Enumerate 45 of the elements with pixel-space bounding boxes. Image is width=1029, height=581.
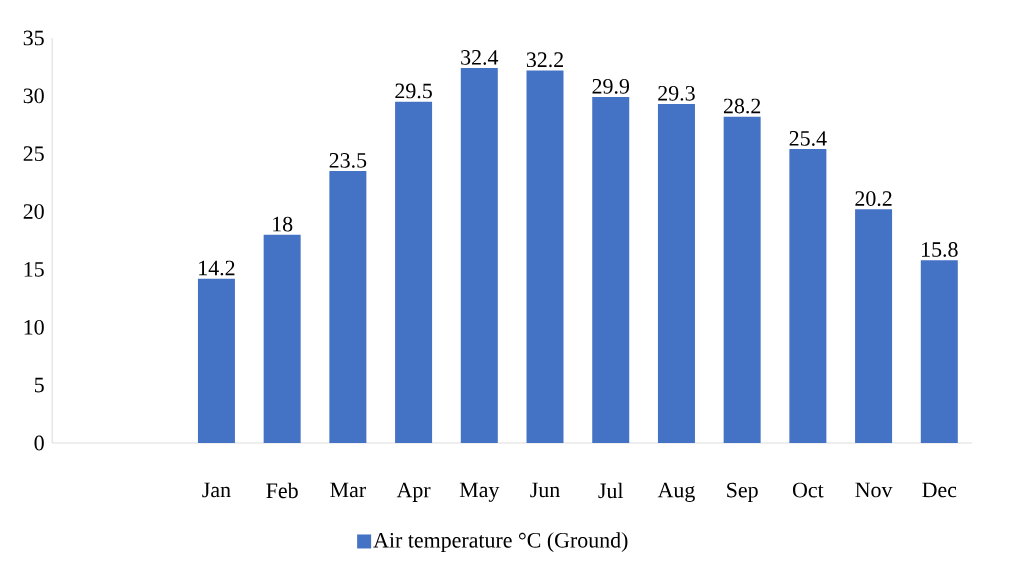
data-label: 29.9	[592, 78, 630, 94]
y-tick-label: 20	[23, 204, 44, 219]
bar	[526, 70, 564, 443]
x-tick-label: May	[459, 482, 500, 502]
y-tick-label: 10	[24, 319, 44, 335]
bar	[197, 278, 235, 443]
x-tick-label: Mar	[330, 482, 366, 498]
data-label: 29.3	[658, 85, 695, 101]
data-label: 18	[273, 216, 293, 232]
y-tick-label: 5	[34, 377, 44, 393]
x-tick-label: Oct	[792, 482, 824, 498]
data-label: 32.2	[526, 52, 563, 68]
bar	[263, 234, 301, 443]
y-tick-label: 25	[23, 146, 44, 162]
bar	[723, 116, 761, 443]
x-tick-label: Jun	[530, 482, 560, 498]
bar	[395, 101, 433, 443]
y-tick-label: 0	[34, 435, 44, 451]
bar	[592, 97, 630, 443]
bar	[789, 149, 827, 443]
x-tick-label: Jan	[202, 482, 231, 498]
x-tick-label: Dec	[922, 482, 957, 498]
data-label: 28.2	[723, 98, 761, 114]
bar	[920, 260, 958, 443]
y-tick-label: 30	[23, 88, 44, 104]
x-tick-label: Aug	[657, 482, 695, 502]
data-label: 14.2	[199, 260, 235, 276]
data-label: 32.4	[461, 50, 499, 65]
data-label: 15.8	[922, 242, 958, 257]
y-tick-label: 35	[23, 30, 44, 46]
y-tick-label: 15	[24, 262, 44, 277]
x-tick-label: Apr	[396, 482, 431, 502]
x-tick-label: Jul	[598, 482, 624, 499]
bar	[329, 171, 367, 443]
data-label: 29.5	[395, 83, 432, 99]
data-label: 25.4	[789, 131, 827, 146]
data-label: 23.5	[329, 153, 367, 168]
bar	[855, 209, 893, 443]
x-tick-label: Sep	[727, 482, 758, 502]
x-tick-label: Nov	[855, 482, 893, 498]
x-tick-label: Feb	[266, 482, 298, 499]
bar	[657, 103, 695, 443]
bar	[460, 68, 498, 443]
legend-label: Air temperature °C (Ground)	[373, 532, 628, 553]
data-label: 20.2	[855, 191, 892, 207]
